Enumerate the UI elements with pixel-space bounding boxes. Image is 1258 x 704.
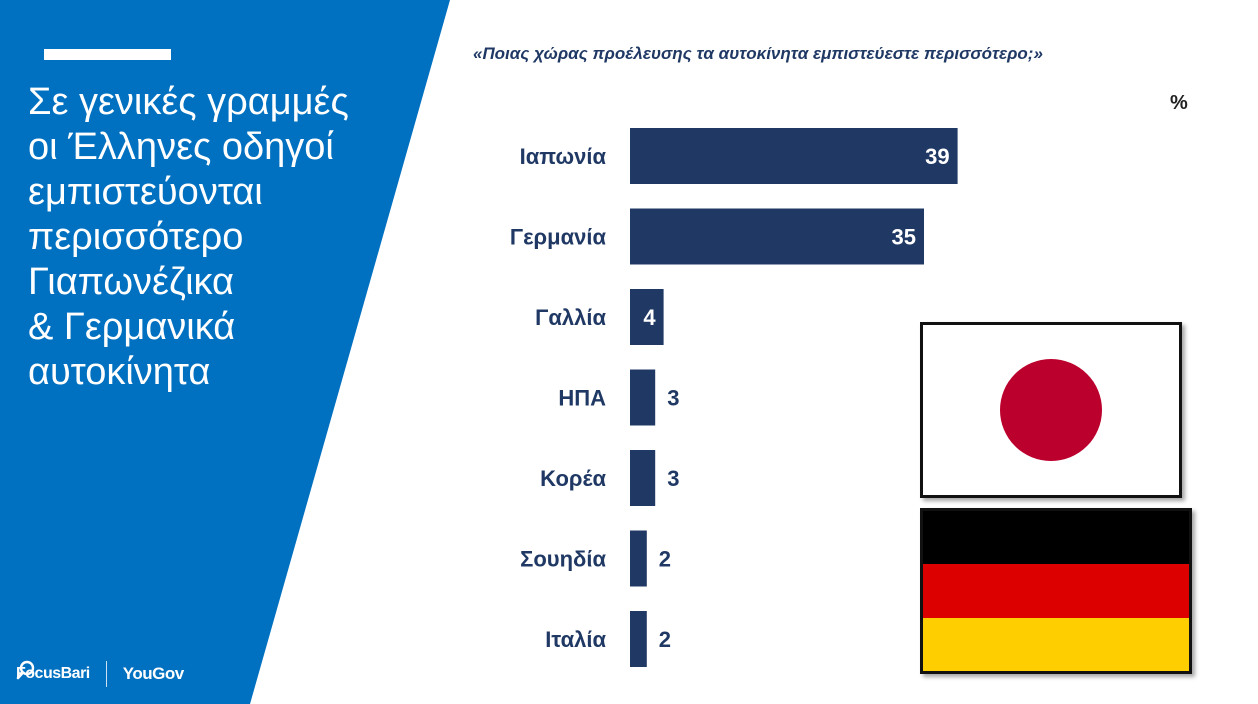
data-label: 2 (659, 547, 671, 572)
headline-line: & Γερμανικά (28, 306, 236, 348)
category-label: ΗΠΑ (558, 386, 606, 411)
accent-bar (44, 49, 171, 60)
headline-line: εμπιστεύονται (28, 171, 263, 213)
focusbari-logo-text: FocusBari (16, 665, 90, 682)
logos: FocusBari YouGov (16, 660, 184, 688)
bar (630, 289, 664, 345)
headline-line: Σε γενικές γραμμές (28, 81, 349, 123)
headline: Σε γενικές γραμμές οι Έλληνες οδηγοί εμπ… (28, 80, 408, 395)
data-label: 3 (667, 466, 679, 491)
bar (630, 128, 958, 184)
category-label: Ιαπωνία (520, 144, 607, 169)
chart-title: «Ποιας χώρας προέλευσης τα αυτοκίνητα εμ… (473, 44, 1043, 63)
data-label: 4 (643, 305, 656, 330)
headline-line: περισσότερο (28, 216, 244, 258)
bar-chart: Ιαπωνία 39 Γερμανία 35 Γαλλία 4 ΗΠΑ 3 Κορέα 3 Σουη… (510, 128, 958, 667)
germany-flag-stripe-black (923, 511, 1189, 565)
japan-flag (920, 322, 1182, 498)
bar (630, 530, 647, 587)
category-label: Γερμανία (510, 225, 607, 250)
data-label: 3 (667, 386, 679, 411)
bar (630, 208, 924, 265)
data-label: 35 (892, 225, 916, 250)
headline-line: αυτοκίνητα (28, 351, 211, 393)
yougov-logo: YouGov (122, 664, 184, 683)
germany-flag-stripe-red (923, 564, 1189, 618)
bar (630, 450, 656, 506)
logo-divider (105, 661, 107, 687)
category-label: Γαλλία (535, 305, 606, 330)
bar (630, 369, 656, 426)
bar (630, 611, 647, 667)
category-label: Κορέα (540, 466, 606, 491)
headline-line: Γιαπωνέζικα (28, 261, 235, 303)
germany-flag-stripe-gold (923, 617, 1189, 671)
magnifier-icon (16, 660, 35, 680)
category-label: Ιταλία (545, 627, 606, 652)
data-label: 2 (659, 627, 671, 652)
germany-flag (920, 508, 1192, 674)
japan-flag-disc (1000, 359, 1102, 461)
unit-label: % (1170, 92, 1188, 114)
category-label: Σουηδία (520, 547, 606, 572)
headline-line: οι Έλληνες οδηγοί (28, 126, 334, 168)
data-label: 39 (925, 144, 949, 169)
focusbari-logo: FocusBari (16, 660, 90, 683)
